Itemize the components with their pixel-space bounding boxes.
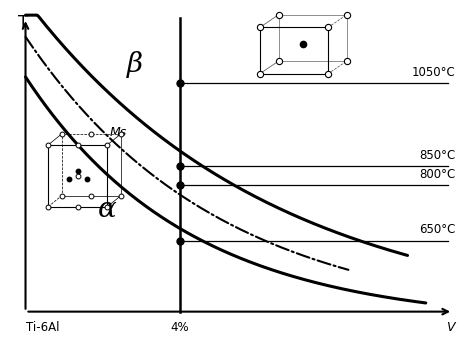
Text: Ti-6Al: Ti-6Al	[26, 321, 59, 334]
Text: Ms: Ms	[110, 126, 128, 139]
Text: 650°C: 650°C	[419, 223, 456, 236]
Text: α: α	[98, 196, 117, 223]
Text: 850°C: 850°C	[419, 149, 456, 162]
Text: 800°C: 800°C	[419, 168, 456, 181]
Text: 1050°C: 1050°C	[411, 66, 456, 79]
Text: V: V	[447, 321, 455, 334]
Text: β: β	[127, 51, 143, 78]
Text: T: T	[18, 14, 28, 32]
Text: 4%: 4%	[171, 321, 190, 334]
